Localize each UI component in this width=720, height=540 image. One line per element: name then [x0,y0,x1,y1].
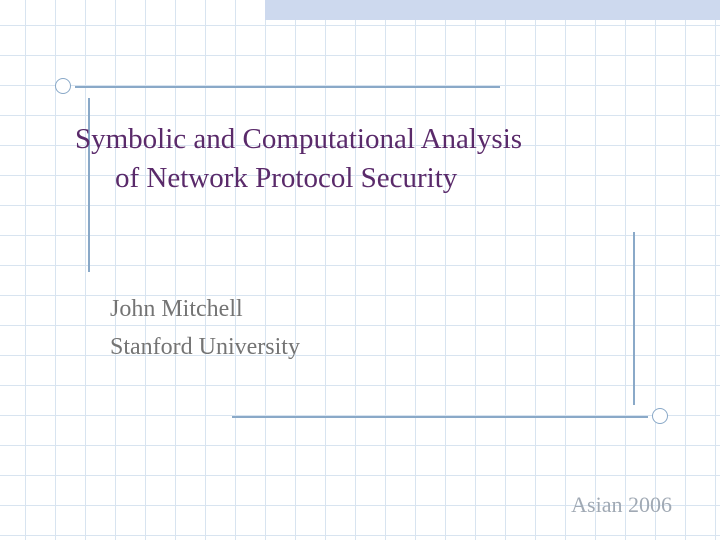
title-line-1: Symbolic and Computational Analysis [75,123,522,155]
author-affiliation: Stanford University [110,328,300,366]
decor-vline-right [633,232,635,405]
decor-circle-bottom-right [652,408,668,424]
author-block: John Mitchell Stanford University [110,290,300,367]
decor-hline-bottom [232,416,648,418]
title-line-2: of Network Protocol Security [75,162,457,194]
decor-hline-top [75,86,500,88]
decor-circle-top-left [55,78,71,94]
author-name: John Mitchell [110,290,300,328]
slide-title: Symbolic and Computational Analysis of N… [75,120,535,198]
grid-background [0,0,720,540]
footer-label: Asian 2006 [571,492,672,518]
top-accent-band [265,0,720,20]
